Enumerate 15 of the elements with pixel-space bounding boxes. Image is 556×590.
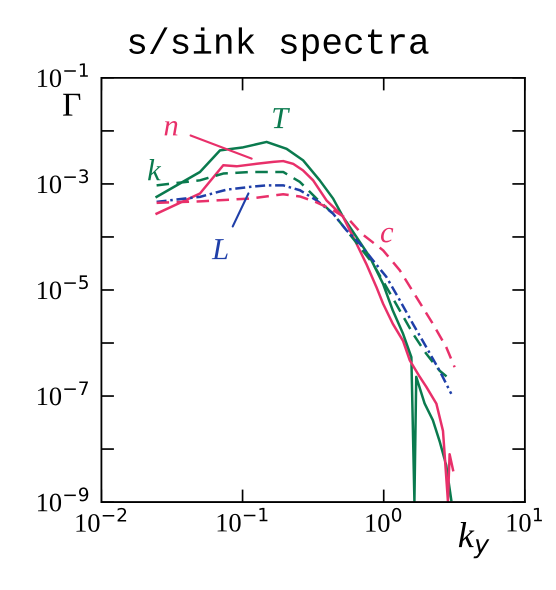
x-tick-label: 10$^{0}$ <box>366 508 402 532</box>
y-tick-label: 10$^{−5}$ <box>38 275 88 300</box>
y-tick-label: 10$^{−7}$ <box>38 381 88 406</box>
y-tick-label: 10$^{−3}$ <box>38 169 88 194</box>
x-axis-title: k$_{y}$ <box>458 522 490 558</box>
chart-title: s/sink spectra <box>129 27 428 62</box>
annotation: L <box>212 239 228 260</box>
x-tick-label: 10$^{−1}$ <box>218 508 268 532</box>
annotation: k <box>148 159 162 180</box>
annotation: n <box>164 121 178 136</box>
annotation: T <box>273 108 290 128</box>
annotation: c <box>380 228 394 242</box>
x-tick-label: 10$^{1}$ <box>508 508 542 532</box>
y-axis-title: Γ <box>63 94 80 116</box>
y-tick-label: 10$^{−1}$ <box>38 63 88 88</box>
